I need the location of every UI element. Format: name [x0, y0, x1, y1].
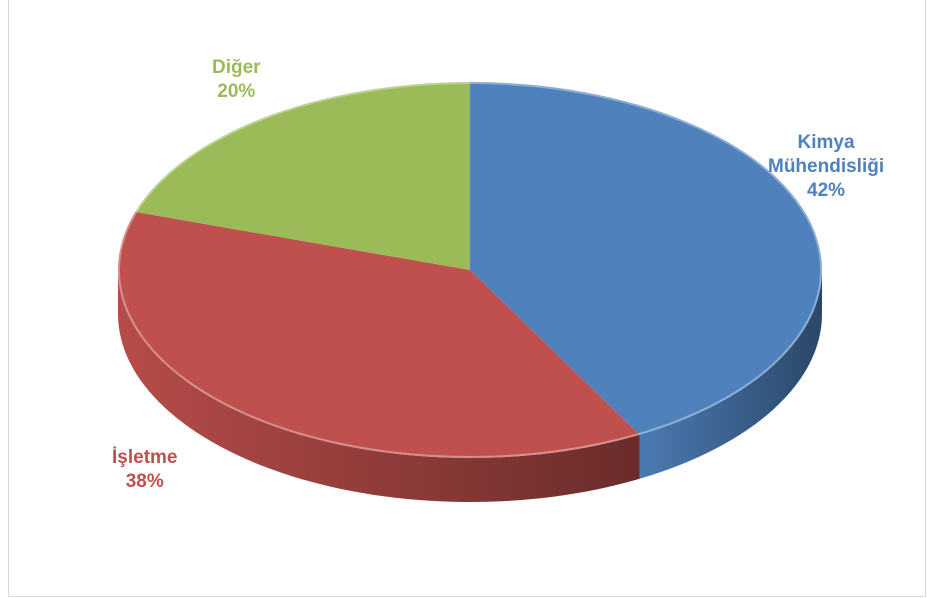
label-diger: Diğer 20%: [212, 56, 261, 104]
label-line: İşletme: [112, 447, 178, 468]
pie-slice-i-letme: [117, 211, 640, 458]
chart-frame: [8, 0, 926, 597]
label-line: Diğer: [212, 57, 261, 78]
pie-sides: [118, 270, 822, 503]
label-line: Mühendisliği: [768, 156, 885, 177]
pie-slice-kimya-m-hendisli-i: [470, 82, 822, 435]
label-line: Kimya: [797, 132, 855, 153]
pie-side-shade-kimya-m-hendisli-i: [639, 270, 822, 479]
slice-percent: 20%: [217, 81, 256, 102]
slice-percent: 38%: [125, 471, 164, 492]
label-isletme: İşletme 38%: [112, 446, 177, 494]
pie-slices: [117, 82, 822, 458]
label-kimya-muhendisligi: Kimya Mühendisliği 42%: [768, 131, 884, 203]
pie-side-shade-i-letme: [118, 270, 640, 503]
pie-rim-highlight: [118, 82, 822, 458]
pie-slice-di-er: [135, 82, 471, 270]
slice-percent: 42%: [807, 180, 846, 201]
